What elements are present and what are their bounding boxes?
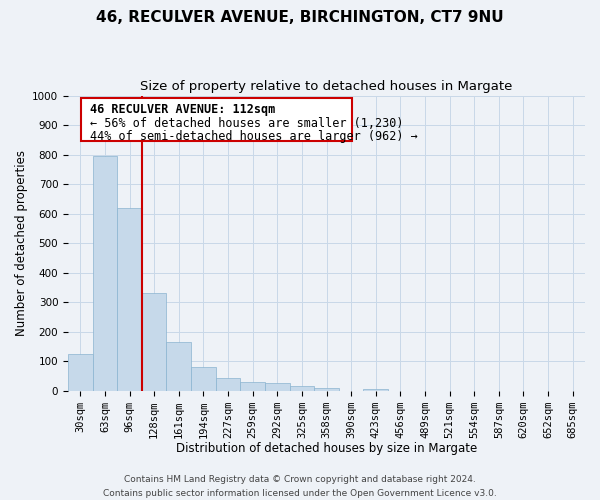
FancyBboxPatch shape	[81, 98, 352, 142]
Bar	[142, 293, 166, 390]
Bar	[92, 156, 117, 390]
Bar	[117, 208, 142, 390]
Title: Size of property relative to detached houses in Margate: Size of property relative to detached ho…	[140, 80, 512, 93]
Text: Contains HM Land Registry data © Crown copyright and database right 2024.
Contai: Contains HM Land Registry data © Crown c…	[103, 476, 497, 498]
Y-axis label: Number of detached properties: Number of detached properties	[15, 150, 28, 336]
Bar	[216, 378, 241, 390]
Bar	[364, 389, 388, 390]
Bar	[314, 388, 339, 390]
Bar	[191, 367, 216, 390]
Bar	[290, 386, 314, 390]
Text: 44% of semi-detached houses are larger (962) →: 44% of semi-detached houses are larger (…	[90, 130, 418, 143]
X-axis label: Distribution of detached houses by size in Margate: Distribution of detached houses by size …	[176, 442, 477, 455]
Text: 46 RECULVER AVENUE: 112sqm: 46 RECULVER AVENUE: 112sqm	[90, 103, 275, 116]
Text: ← 56% of detached houses are smaller (1,230): ← 56% of detached houses are smaller (1,…	[90, 116, 404, 130]
Bar	[265, 383, 290, 390]
Bar	[241, 382, 265, 390]
Text: 46, RECULVER AVENUE, BIRCHINGTON, CT7 9NU: 46, RECULVER AVENUE, BIRCHINGTON, CT7 9N…	[96, 10, 504, 25]
Bar	[68, 354, 92, 391]
Bar	[166, 342, 191, 390]
